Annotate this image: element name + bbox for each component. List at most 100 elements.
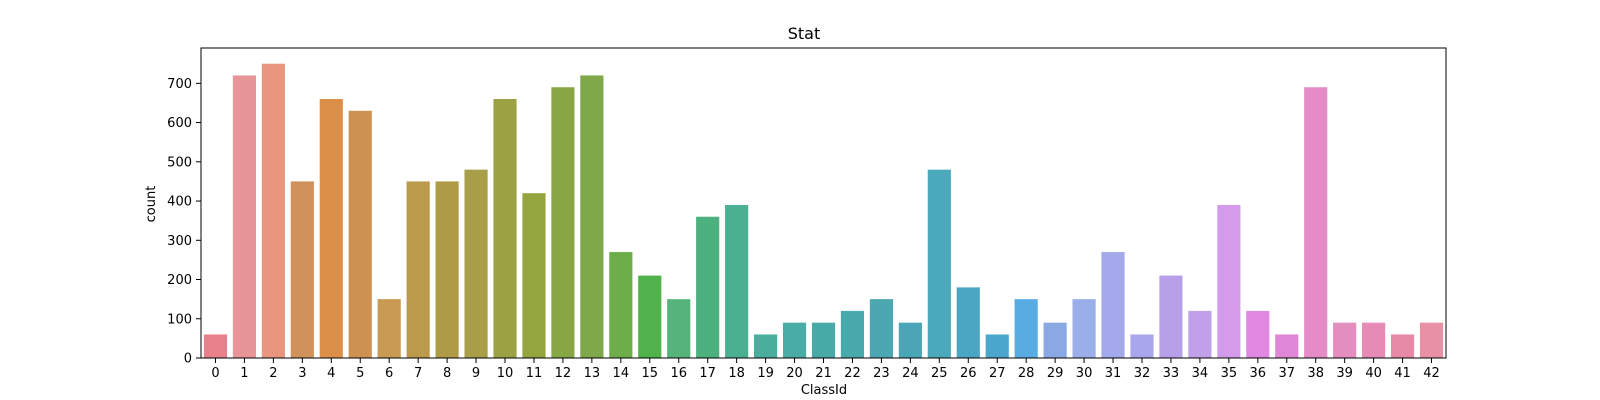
bar-class-16 [667,299,691,358]
bar-class-6 [377,299,401,358]
bar-class-25 [927,169,951,358]
x-tick-label: 13 [584,366,601,381]
x-tick-label: 27 [989,366,1006,381]
bar-class-30 [1072,299,1096,358]
x-tick-label: 28 [1018,366,1035,381]
y-tick-label: 600 [167,116,192,131]
bar-class-2 [261,63,285,358]
bar-class-23 [869,299,893,358]
y-tick-label: 500 [167,155,192,170]
x-tick-label: 9 [472,366,480,381]
x-tick-label: 31 [1105,366,1122,381]
bar-class-37 [1275,334,1299,358]
x-tick-label: 22 [844,366,861,381]
x-tick-label: 1 [240,366,248,381]
x-tick-label: 4 [327,366,335,381]
bar-class-4 [319,99,343,358]
bar-class-1 [232,75,257,358]
x-tick-label: 8 [443,366,451,381]
bar-class-3 [290,181,314,358]
x-tick-label: 17 [699,366,716,381]
x-tick-label: 41 [1394,366,1411,381]
y-tick-label: 300 [167,234,192,249]
plot-frame [200,47,1447,359]
x-tick-label: 42 [1423,366,1440,381]
y-tick-label: 200 [167,273,192,288]
bar-class-12 [551,87,575,359]
y-axis-label: count [144,186,159,223]
x-tick-label: 21 [815,366,832,381]
bar-class-32 [1130,334,1154,358]
x-tick-label: 15 [642,366,659,381]
x-tick-label: 7 [414,366,422,381]
y-tick-label: 400 [167,195,192,210]
x-tick-label: 16 [670,366,687,381]
x-tick-label: 10 [497,366,514,381]
bar-class-22 [840,310,865,358]
x-tick-label: 18 [728,366,745,381]
x-tick-label: 24 [902,366,919,381]
bar-class-8 [435,181,459,358]
x-tick-label: 40 [1365,366,1382,381]
x-axis: 0 1 2 3 4 5 6 7 8 9 10 11 12 13 14 15 16 17 18 19 20 21 22 23 24… [211,358,1440,381]
y-tick-label: 100 [167,312,192,327]
bar-class-27 [985,334,1009,358]
bar-class-41 [1390,334,1415,358]
x-tick-label: 5 [356,366,364,381]
x-tick-label: 6 [385,366,393,381]
bar-class-36 [1246,310,1270,358]
bar-class-35 [1217,204,1241,358]
x-tick-label: 14 [613,366,630,381]
bar-class-5 [348,110,372,358]
bar-class-11 [522,193,546,358]
bar-class-29 [1043,322,1067,358]
bar-class-33 [1159,275,1183,358]
x-tick-label: 25 [931,366,948,381]
bar-class-26 [956,287,980,358]
y-axis: 0 100 200 300 400 500 600 700 [167,77,201,367]
x-tick-label: 34 [1192,366,1209,381]
x-tick-label: 36 [1250,366,1267,381]
bar-class-34 [1188,310,1212,358]
bar-class-42 [1419,322,1444,358]
x-tick-label: 30 [1076,366,1093,381]
bar-class-10 [493,99,517,358]
bar-class-17 [696,216,720,358]
x-tick-label: 38 [1307,366,1324,381]
bars-group [203,63,1444,359]
bar-class-21 [811,322,836,358]
x-tick-label: 3 [298,366,306,381]
bar-class-9 [464,169,488,358]
bar-class-24 [898,322,922,358]
bar-class-13 [580,75,604,358]
bar-class-31 [1101,252,1125,358]
x-tick-label: 29 [1047,366,1064,381]
x-tick-label: 12 [555,366,572,381]
x-tick-label: 20 [786,366,803,381]
bar-class-19 [754,334,778,358]
x-axis-label: ClassId [801,383,847,398]
x-tick-label: 37 [1278,366,1295,381]
bar-class-38 [1304,87,1328,359]
bar-class-20 [782,322,807,358]
bar-class-40 [1362,322,1386,358]
y-tick-label: 700 [167,77,192,92]
bar-class-0 [203,334,228,358]
bar-class-15 [638,275,662,358]
bar-class-7 [406,181,430,358]
bar-class-14 [609,252,633,358]
x-tick-label: 0 [211,366,219,381]
bar-class-39 [1333,322,1357,358]
x-tick-label: 35 [1221,366,1238,381]
x-tick-label: 26 [960,366,977,381]
x-tick-label: 19 [757,366,774,381]
x-tick-label: 39 [1336,366,1353,381]
chart-title: Stat [788,24,821,43]
x-tick-label: 11 [526,366,543,381]
bar-class-28 [1014,299,1038,358]
x-tick-label: 2 [269,366,277,381]
x-tick-label: 32 [1134,366,1151,381]
y-tick-label: 0 [184,352,192,367]
x-tick-label: 33 [1163,366,1180,381]
